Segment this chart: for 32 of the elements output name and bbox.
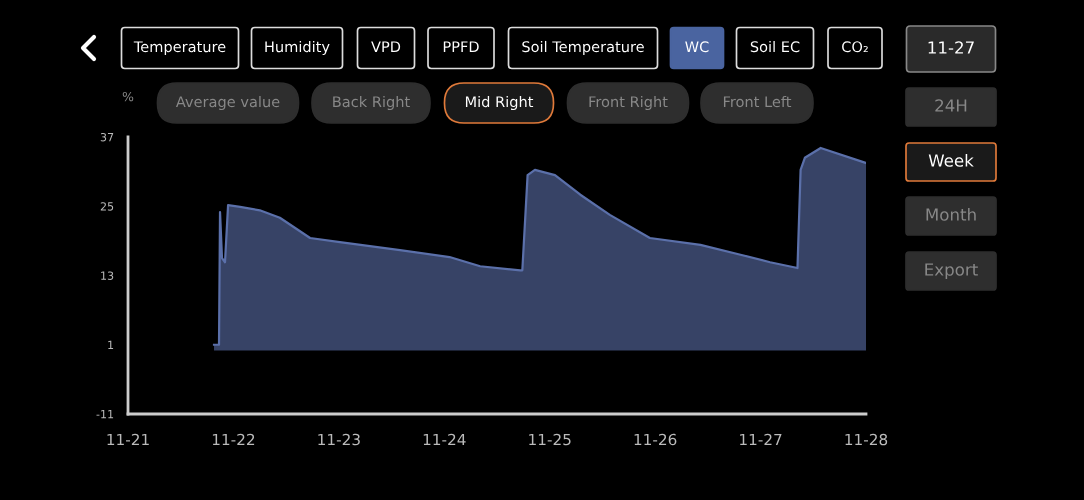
x-tick-label: 11-25 bbox=[529, 433, 571, 446]
text: VPD bbox=[371, 41, 401, 53]
text: Front Left bbox=[723, 95, 792, 108]
y-tick-label: 37 bbox=[100, 132, 114, 142]
x-tick-label: 11-24 bbox=[423, 433, 466, 446]
text: Temperature bbox=[133, 41, 226, 56]
text: Month bbox=[926, 207, 976, 221]
x-tick-label: 11-26 bbox=[634, 433, 677, 446]
text: 11-27 bbox=[928, 41, 974, 54]
text: Soil EC bbox=[750, 40, 800, 53]
text: Back Right bbox=[333, 95, 410, 111]
y-axis-title: % bbox=[122, 91, 134, 102]
text: 24H bbox=[935, 99, 967, 112]
text: Mid Right bbox=[465, 95, 534, 111]
y-tick-label: 1 bbox=[108, 340, 114, 349]
text: CO₂ bbox=[842, 41, 868, 53]
y-tick-label: 25 bbox=[100, 202, 114, 211]
x-tick-label: 11-23 bbox=[318, 433, 360, 446]
x-tick-label: 11-28 bbox=[845, 433, 888, 446]
text: Humidity bbox=[265, 40, 330, 56]
text: Soil Temperature bbox=[522, 40, 644, 56]
y-tick-label: -11 bbox=[96, 410, 114, 419]
x-tick-label: 11-21 bbox=[107, 433, 149, 446]
text: PPFD bbox=[443, 41, 479, 53]
x-tick-label: 11-22 bbox=[212, 433, 255, 446]
text: Export bbox=[925, 263, 978, 280]
x-tick-label: 11-27 bbox=[740, 433, 782, 446]
text: Front Right bbox=[589, 95, 668, 111]
text: Average value bbox=[175, 95, 280, 111]
text: WC bbox=[685, 41, 709, 53]
text: Week bbox=[928, 153, 974, 167]
y-tick-label: 13 bbox=[101, 271, 114, 280]
